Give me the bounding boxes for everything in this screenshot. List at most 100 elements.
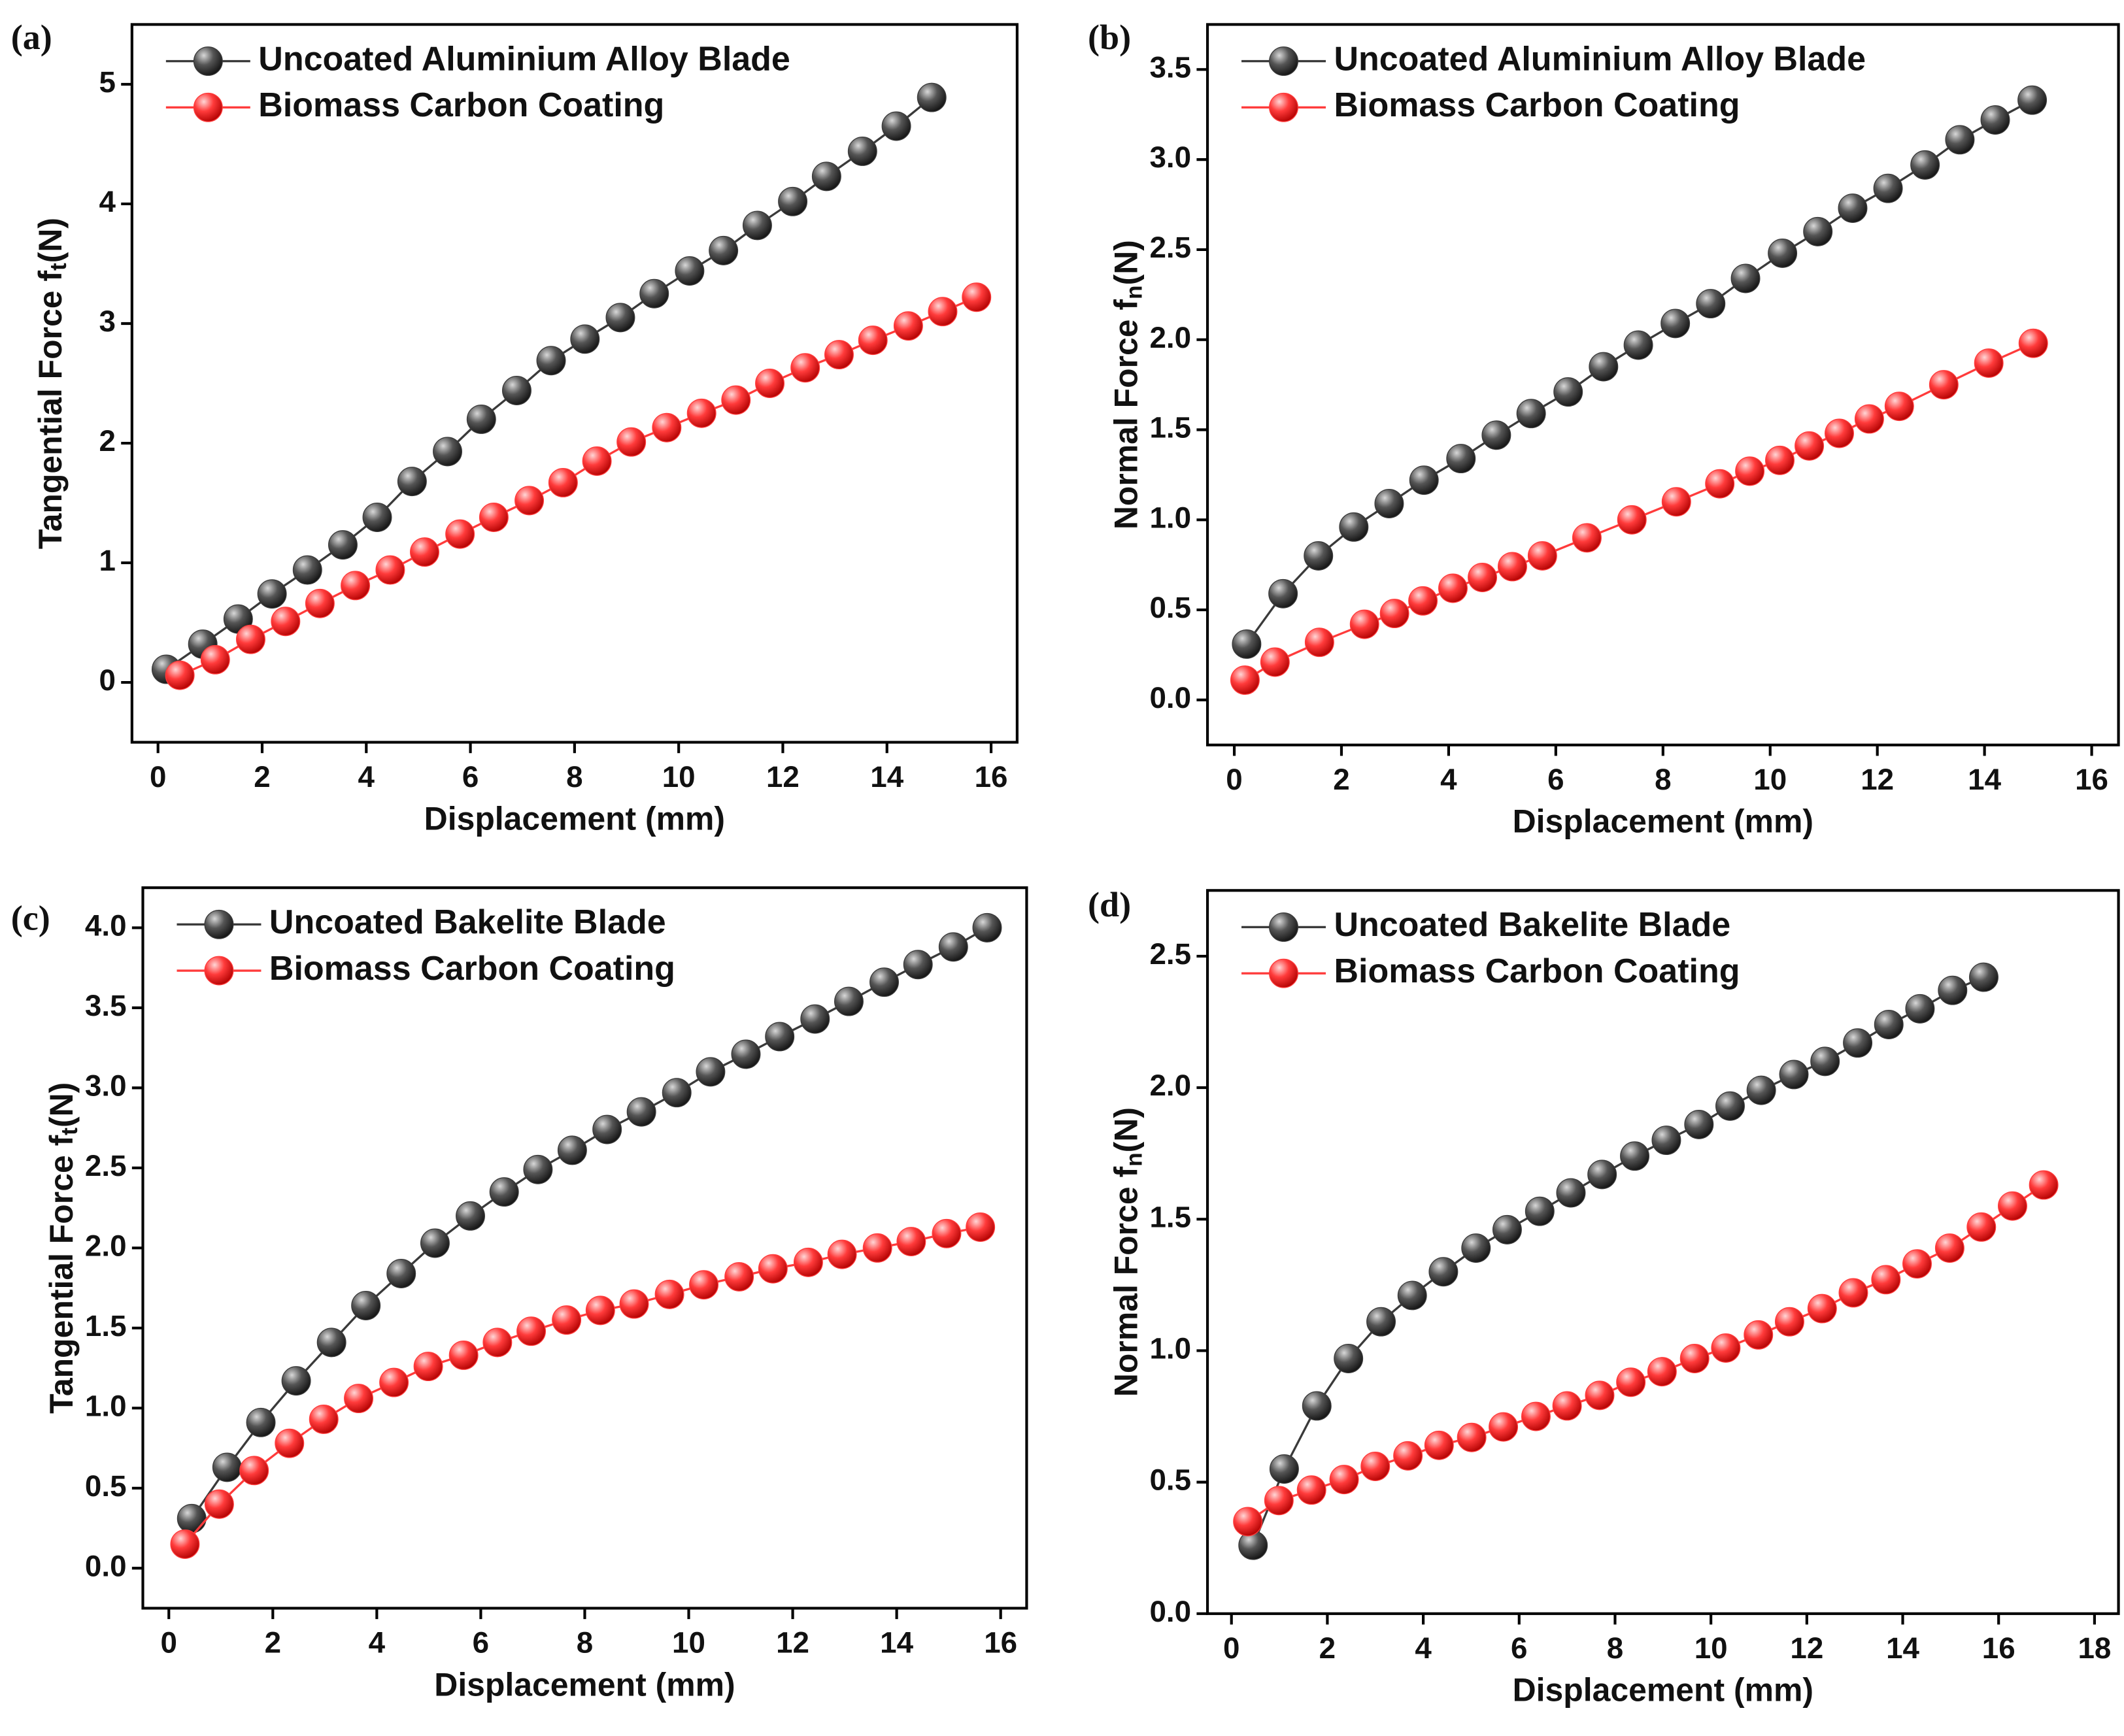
data-point: [847, 136, 877, 166]
data-point: [1705, 469, 1735, 499]
legend-marker: [193, 46, 223, 76]
y-axis-label-part: (N): [43, 1082, 80, 1127]
data-point: [1589, 352, 1619, 382]
data-point: [1366, 1307, 1396, 1337]
y-axis-label-part: Tangential Force f: [32, 271, 69, 549]
data-point: [689, 1270, 719, 1300]
data-point: [1374, 489, 1404, 518]
data-point: [344, 1384, 373, 1414]
x-tick-label: 12: [766, 760, 800, 793]
data-point: [501, 376, 531, 405]
data-point: [1438, 573, 1468, 603]
data-point: [1264, 1486, 1294, 1516]
x-tick-label: 14: [880, 1626, 913, 1660]
data-point: [1660, 309, 1691, 339]
panel-label: (d): [1088, 885, 1131, 924]
x-tick-label: 0: [161, 1626, 177, 1660]
data-point: [1843, 1028, 1873, 1058]
y-axis-label-part: Tangential Force f: [43, 1135, 80, 1413]
y-tick-label: 2: [99, 424, 115, 458]
y-tick-label: 2.0: [1149, 1069, 1191, 1102]
data-point: [413, 1352, 443, 1382]
y-tick-label: 0.5: [1149, 591, 1191, 624]
y-tick-label: 2.0: [85, 1229, 127, 1262]
data-point: [309, 1404, 339, 1434]
legend-marker: [1269, 92, 1298, 122]
data-point: [1269, 1454, 1299, 1484]
data-point: [758, 1254, 788, 1284]
data-point: [1938, 975, 1968, 1005]
legend-label: Biomass Carbon Coating: [258, 86, 664, 124]
data-point: [548, 467, 578, 497]
data-point: [1998, 1191, 2027, 1221]
data-point: [1620, 1141, 1649, 1171]
data-point: [1969, 962, 1998, 992]
x-tick-label: 10: [1694, 1631, 1728, 1665]
x-tick-label: 12: [1790, 1631, 1823, 1665]
data-point: [1945, 125, 1975, 155]
data-point: [1902, 1249, 1932, 1279]
data-point: [1397, 1280, 1427, 1310]
data-point: [1795, 431, 1825, 461]
data-point: [1684, 1109, 1714, 1139]
data-point: [1329, 1465, 1359, 1495]
chart-panel: (b) 0 2 4 6 8 10 12 14 16 0.0 0.5 1.0 1.5 2.0 2.5 3.0 3.5…: [1088, 18, 2120, 840]
data-point: [351, 1291, 381, 1320]
data-point: [1424, 1430, 1454, 1460]
data-point: [516, 1316, 547, 1346]
y-tick-label: 3.5: [1149, 50, 1191, 84]
y-tick-label: 2.5: [85, 1149, 127, 1182]
y-axis-label-part: (N): [1108, 240, 1145, 285]
x-axis-label: Displacement (mm): [1513, 803, 1813, 840]
data-point: [1232, 629, 1262, 659]
y-tick-label: 1.5: [1149, 1200, 1191, 1233]
x-axis-label: Displacement (mm): [424, 800, 725, 837]
data-point: [1774, 1307, 1804, 1337]
x-axis-label: Displacement (mm): [1513, 1672, 1813, 1709]
data-point: [742, 210, 772, 241]
data-point: [1468, 563, 1498, 592]
data-point: [616, 427, 647, 457]
data-point: [862, 1233, 892, 1263]
data-point: [386, 1259, 416, 1288]
data-point: [1803, 216, 1833, 246]
legend-marker: [1269, 958, 1298, 988]
data-point: [585, 1295, 615, 1326]
data-point: [1934, 1233, 1964, 1263]
data-point: [1553, 377, 1583, 407]
x-tick-label: 10: [672, 1626, 705, 1660]
x-tick-label: 8: [566, 760, 582, 793]
data-point: [170, 1529, 200, 1559]
data-point: [1556, 1178, 1586, 1208]
x-tick-label: 0: [1226, 763, 1242, 796]
x-tick-label: 14: [870, 760, 903, 793]
data-point: [165, 660, 195, 690]
data-point: [938, 932, 968, 962]
data-point: [523, 1154, 553, 1184]
data-point: [1744, 1320, 1774, 1350]
data-point: [1884, 392, 1914, 422]
data-point: [397, 467, 427, 497]
data-point: [271, 607, 301, 637]
y-axis-label-part: Normal Force f: [1108, 299, 1145, 530]
legend-label: Uncoated Bakelite Blade: [269, 903, 666, 941]
data-point: [375, 555, 405, 585]
data-point: [2018, 328, 2048, 358]
data-point: [1810, 1046, 1840, 1077]
data-point: [1492, 1214, 1522, 1244]
data-point: [1715, 1091, 1745, 1121]
chart-panel: (d) 0 2 4 6 8 10 12 14 16 18 0.0 0.5 1.0 1.5 2.0 2.5 Disp…: [1088, 885, 2120, 1709]
y-tick-label: 1.0: [85, 1389, 127, 1422]
x-tick-label: 16: [2075, 763, 2108, 796]
x-tick-label: 12: [776, 1626, 809, 1660]
data-point: [1428, 1257, 1458, 1287]
x-tick-label: 10: [662, 760, 696, 793]
data-point: [433, 437, 462, 467]
data-point: [1617, 505, 1647, 535]
x-tick-label: 0: [150, 760, 166, 793]
data-point: [1768, 238, 1798, 268]
data-point: [1679, 1344, 1710, 1373]
x-tick-label: 6: [473, 1626, 489, 1660]
legend-marker: [193, 92, 223, 122]
data-point: [709, 235, 739, 265]
